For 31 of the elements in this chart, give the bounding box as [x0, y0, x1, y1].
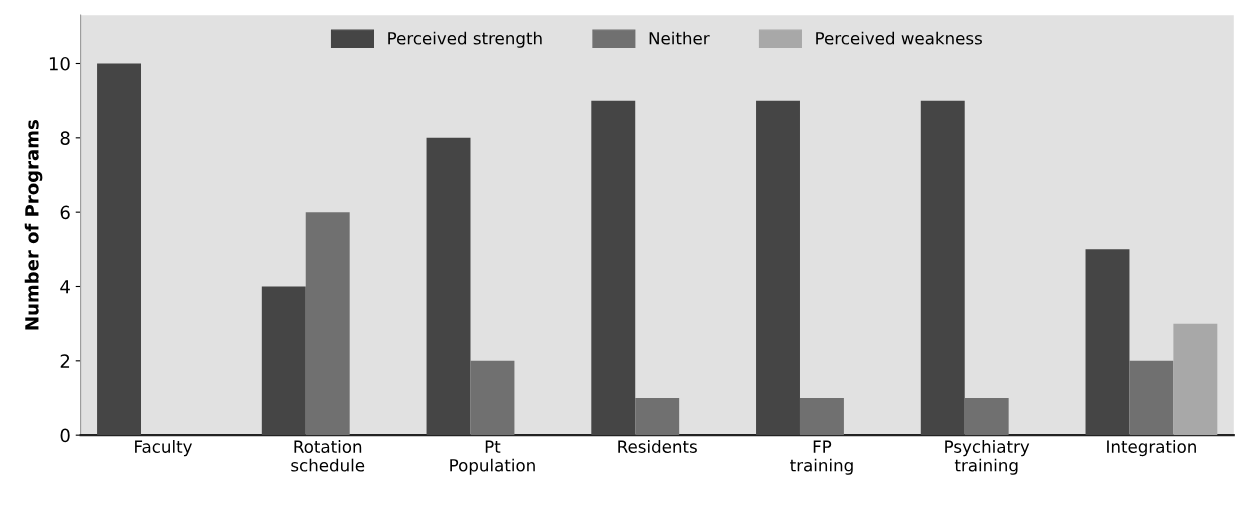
- bar: [1129, 360, 1174, 436]
- bar: [426, 137, 471, 436]
- bar: [591, 100, 636, 436]
- bar: [1173, 323, 1218, 436]
- y-tick-label: 6: [60, 205, 70, 220]
- x-tick-label: Rotation schedule: [291, 440, 365, 472]
- bar: [920, 100, 965, 436]
- x-tick-label: Faculty: [135, 440, 192, 457]
- legend-label: Perceived strength: [388, 31, 542, 48]
- bar: [305, 212, 350, 436]
- bar: [1085, 249, 1130, 436]
- x-tick-label: Integration: [1107, 440, 1196, 457]
- y-tick-label: 10: [49, 56, 70, 71]
- y-axis-title: Number of Programs: [24, 120, 43, 330]
- x-tick-label: Pt Population: [450, 440, 535, 475]
- bar: [756, 100, 800, 436]
- bar: [261, 286, 306, 436]
- bar: [470, 360, 515, 436]
- legend-label: Perceived weakness: [816, 31, 982, 45]
- bar: [964, 397, 1009, 436]
- y-tick-label: 8: [60, 131, 70, 145]
- x-tick-label: FP training: [790, 440, 853, 475]
- bar: [799, 397, 844, 436]
- bar: [97, 63, 142, 436]
- x-tick-label: Residents: [618, 440, 697, 453]
- x-tick-label: Psychiatry training: [945, 440, 1030, 475]
- legend-label: Neither: [649, 31, 710, 45]
- y-tick-label: 4: [60, 280, 70, 294]
- y-tick-label: 2: [60, 354, 70, 368]
- y-tick-label: 0: [60, 428, 70, 443]
- bar: [635, 397, 680, 436]
